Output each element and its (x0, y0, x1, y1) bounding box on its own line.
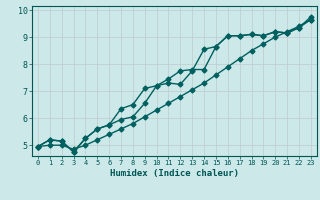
X-axis label: Humidex (Indice chaleur): Humidex (Indice chaleur) (110, 169, 239, 178)
